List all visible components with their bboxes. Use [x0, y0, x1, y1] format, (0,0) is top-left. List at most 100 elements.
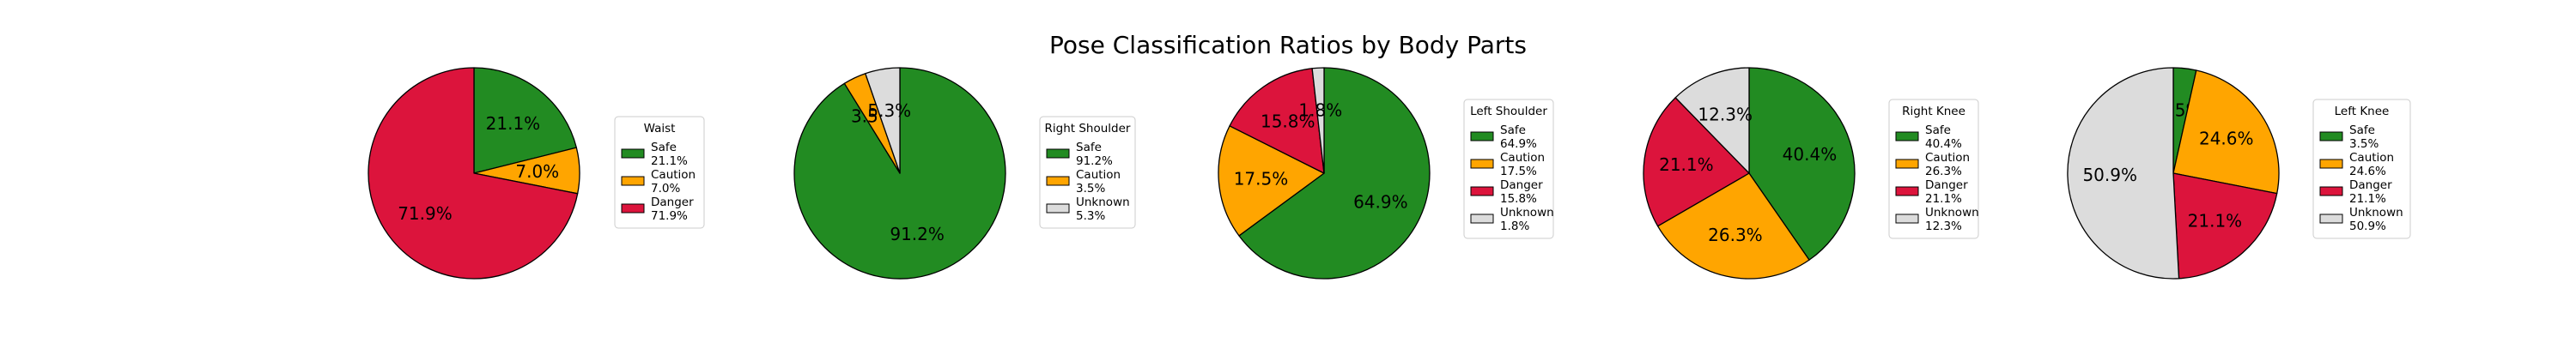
legend-pct-danger: 15.8% — [1500, 192, 1537, 206]
legend-label-caution: Caution — [1500, 151, 1545, 165]
pie-label-left-shoulder-unknown: 1.8% — [1298, 99, 1342, 120]
legend-swatch-unknown — [1470, 214, 1494, 224]
pie-slice-left-knee-caution — [2172, 69, 2280, 195]
pie-slice-right-knee-safe — [1748, 67, 1856, 261]
pie-label-waist-caution: 7.0% — [515, 161, 559, 182]
legend-pct-danger: 21.1% — [2349, 192, 2386, 206]
pie-slice-left-shoulder-danger — [1229, 68, 1325, 174]
legend-swatch-caution — [1046, 176, 1070, 186]
legend-title: Right Shoulder — [1045, 122, 1131, 135]
legend-label-unknown: Unknown — [1925, 206, 1979, 220]
legend-box — [1039, 116, 1136, 229]
legend-swatch-danger — [621, 203, 645, 214]
legend-pct-caution: 3.5% — [1076, 182, 1105, 196]
legend-swatch-danger — [1470, 186, 1494, 196]
legend-pct-safe: 3.5% — [2349, 137, 2379, 151]
legend-swatch-caution — [2319, 159, 2343, 169]
legend-swatch-unknown — [2319, 214, 2343, 224]
legend-label-danger: Danger — [651, 196, 694, 209]
legend-label-safe: Safe — [1500, 123, 1526, 137]
pie-right-shoulder: 91.2%3.5%5.3%Right ShoulderSafe91.2%Caut… — [793, 67, 1136, 280]
legend-label-danger: Danger — [1925, 178, 1968, 192]
pie-slice-left-shoulder-unknown — [1311, 67, 1325, 174]
pie-slice-left-knee-danger — [2172, 172, 2278, 280]
legend-pct-caution: 24.6% — [2349, 165, 2386, 178]
legend-label-caution: Caution — [1076, 168, 1121, 182]
legend-label-safe: Safe — [2349, 123, 2375, 137]
legend-pct-safe: 40.4% — [1925, 137, 1962, 151]
pie-right-knee: 40.4%26.3%21.1%12.3% Right KneeSafe40.4%C… — [1643, 67, 1979, 280]
legend-swatch-unknown — [1895, 214, 1919, 224]
legend-label-danger: Danger — [1500, 178, 1543, 192]
legend-label-safe: Safe — [1076, 141, 1102, 154]
pie-slice-right-knee-caution — [1656, 172, 1810, 280]
legend-pct-safe: 64.9% — [1500, 137, 1537, 151]
pie-label-left-knee-unknown: 50.9% — [2082, 165, 2137, 185]
pie-label-left-knee-danger: 21.1% — [2188, 211, 2243, 232]
pie-slice-right-knee-danger — [1643, 97, 1750, 227]
legend-box — [614, 116, 705, 229]
pie-slice-right-shoulder-unknown — [865, 67, 901, 174]
legend-left-knee: Left Knee Safe3.5%Caution24.6%Danger21.1%… — [2312, 99, 2411, 239]
pie-label-left-shoulder-danger: 15.8% — [1261, 111, 1315, 131]
legend-label-caution: Caution — [651, 168, 696, 182]
legend-pct-caution: 26.3% — [1925, 165, 1962, 178]
legend-label-unknown: Unknown — [1500, 206, 1554, 220]
legend-swatch-caution — [621, 176, 645, 186]
legend-pct-danger: 21.1% — [1925, 192, 1962, 206]
legend-swatch-danger — [2319, 186, 2343, 196]
pie-charts-group: 21.1%7.0%71.9%WaistSafe21.1%Caution7.0%D… — [368, 67, 2411, 280]
legend-label-unknown: Unknown — [1076, 196, 1130, 209]
legend-swatch-caution — [1895, 159, 1919, 169]
legend-title: Left Knee — [2335, 105, 2390, 118]
pie-label-right-knee-danger: 21.1% — [1659, 154, 1714, 175]
pie-slice-right-knee-unknown — [1674, 67, 1750, 174]
pie-label-right-knee-caution: 26.3% — [1708, 225, 1763, 245]
pie-label-right-shoulder-unknown: 5.3% — [867, 100, 911, 121]
legend-label-safe: Safe — [651, 141, 677, 154]
legend-swatch-safe — [621, 148, 645, 159]
legend-swatch-unknown — [1046, 203, 1070, 214]
legend-swatch-safe — [1895, 131, 1919, 141]
legend-right-shoulder: Right Shoulder Safe91.2%Caution3.5%Unknow… — [1039, 116, 1136, 229]
pie-slice-left-knee-unknown — [2067, 67, 2180, 280]
legend-swatch-safe — [1046, 148, 1070, 159]
legend-label-caution: Caution — [2349, 151, 2394, 165]
legend-pct-unknown: 5.3% — [1076, 209, 1105, 223]
legend-swatch-caution — [1470, 159, 1494, 169]
pie-slice-left-shoulder-caution — [1218, 125, 1325, 237]
legend-pct-unknown: 1.8% — [1500, 220, 1529, 233]
legend-label-caution: Caution — [1925, 151, 1970, 165]
pie-label-left-knee-caution: 24.6% — [2199, 129, 2254, 149]
legend-pct-caution: 7.0% — [651, 182, 680, 196]
pie-label-waist-danger: 71.9% — [398, 203, 453, 224]
legend-title: Right Knee — [1902, 105, 1965, 118]
pie-label-right-knee-safe: 40.4% — [1783, 144, 1838, 165]
legend-pct-safe: 91.2% — [1076, 154, 1113, 168]
pie-slice-left-shoulder-safe — [1238, 67, 1431, 280]
pie-label-left-shoulder-safe: 64.9% — [1353, 191, 1408, 212]
chart-title: Pose Classification Ratios by Body Parts — [1049, 31, 1527, 59]
pie-label-right-knee-unknown: 12.3% — [1698, 105, 1753, 125]
pie-label-right-shoulder-safe: 91.2% — [890, 224, 945, 244]
legend-pct-unknown: 50.9% — [2349, 220, 2386, 233]
pie-label-left-shoulder-caution: 17.5% — [1234, 168, 1289, 189]
legend-label-safe: Safe — [1925, 123, 1951, 137]
legend-pct-safe: 21.1% — [651, 154, 688, 168]
pie-slice-waist-safe — [473, 67, 577, 174]
legend-pct-caution: 17.5% — [1500, 165, 1537, 178]
legend-title: Waist — [644, 122, 676, 135]
legend-right-knee: Right Knee Safe40.4%Caution26.3%Danger21.… — [1888, 99, 1979, 239]
legend-title: Left Shoulder — [1470, 105, 1547, 118]
legend-label-unknown: Unknown — [2349, 206, 2403, 220]
pie-left-knee: 3.5%24.6%21.1%50.9%Left KneeSafe3.5%Caut… — [2067, 67, 2411, 280]
legend-label-danger: Danger — [2349, 178, 2392, 192]
legend-swatch-danger — [1895, 186, 1919, 196]
pie-slice-waist-danger — [368, 67, 579, 280]
legend-swatch-safe — [1470, 131, 1494, 141]
legend-pct-danger: 71.9% — [651, 209, 688, 223]
legend-swatch-safe — [2319, 131, 2343, 141]
legend-pct-unknown: 12.3% — [1925, 220, 1962, 233]
